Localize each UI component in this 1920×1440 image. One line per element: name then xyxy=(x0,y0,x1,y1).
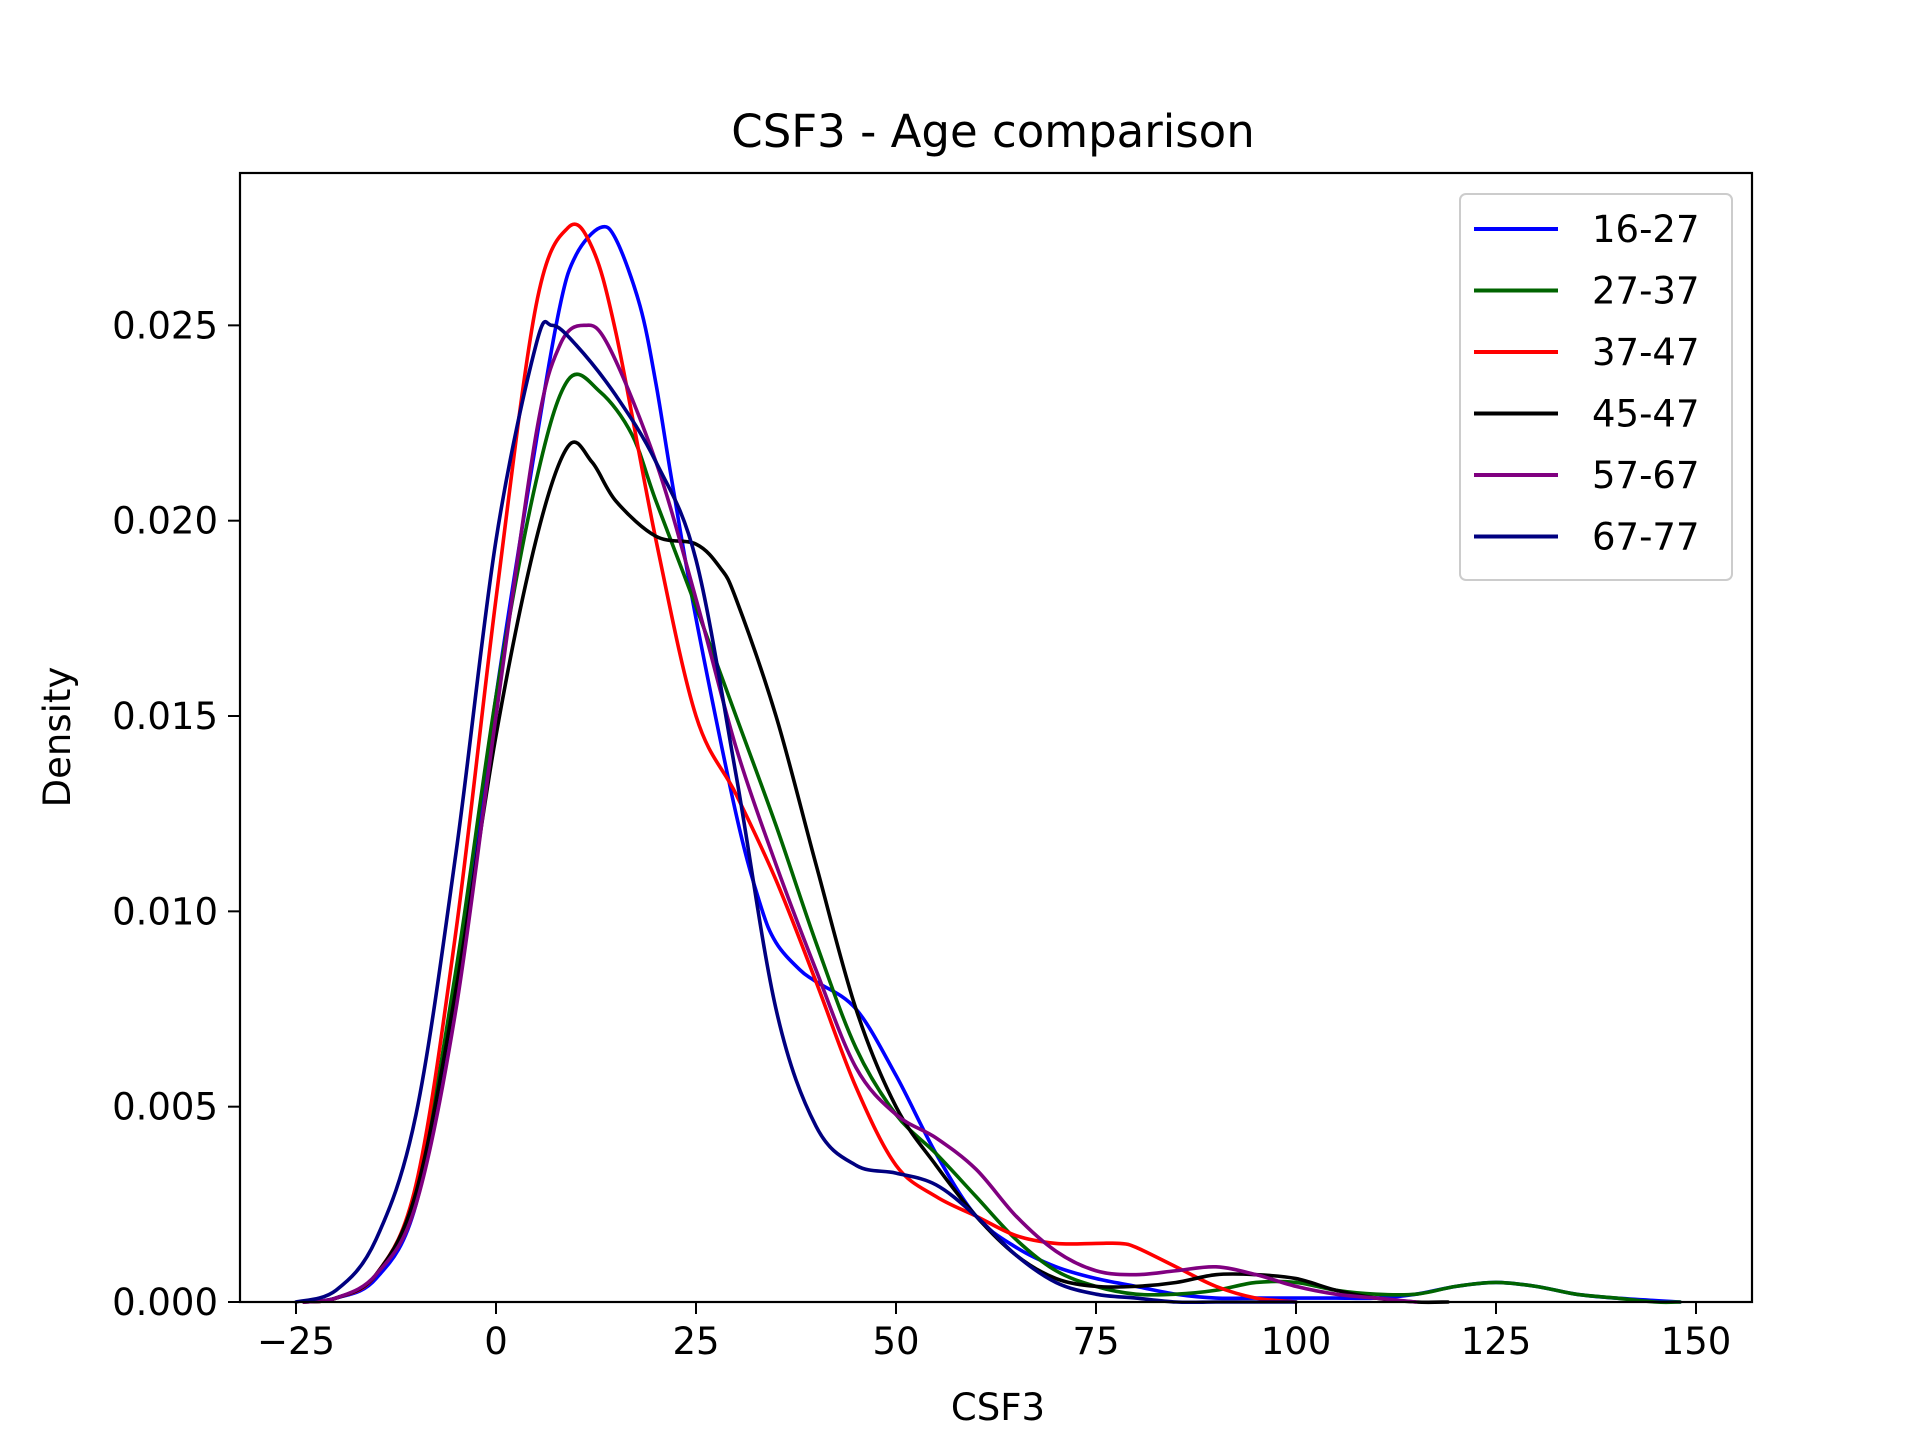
legend-label-45-47: 45-47 xyxy=(1592,393,1700,436)
y-tick-label: 0.025 xyxy=(112,304,218,347)
series-line-27-37 xyxy=(302,372,1682,1305)
x-tick-label: 100 xyxy=(1261,1320,1332,1363)
y-tick-label: 0.000 xyxy=(112,1281,218,1324)
x-tick-label: 0 xyxy=(484,1320,508,1363)
legend-label-16-27: 16-27 xyxy=(1592,208,1700,251)
chart-title: CSF3 - Age comparison xyxy=(731,105,1254,158)
legend-label-27-37: 27-37 xyxy=(1592,270,1700,313)
series-layer xyxy=(294,222,1682,1305)
y-axis: 0.000 0.005 0.010 0.015 0.020 0.025 xyxy=(112,304,240,1324)
x-tick-label: 125 xyxy=(1461,1320,1532,1363)
y-axis-label: Density xyxy=(36,667,79,808)
legend-label-57-67: 57-67 xyxy=(1592,454,1700,497)
legend-entries: 16-27 27-37 37-47 45-47 57-67 67-77 xyxy=(1474,208,1700,559)
x-axis: −25 0 25 50 75 100 125 150 xyxy=(257,1302,1731,1363)
y-tick-label: 0.005 xyxy=(112,1086,218,1129)
series-line-57-67 xyxy=(302,323,1418,1304)
x-tick-label: 50 xyxy=(872,1320,919,1363)
y-tick-label: 0.015 xyxy=(112,695,218,738)
legend-label-67-77: 67-77 xyxy=(1592,516,1700,559)
x-axis-label: CSF3 xyxy=(951,1386,1045,1429)
y-tick-label: 0.010 xyxy=(112,890,218,933)
plot-frame xyxy=(238,171,1754,1304)
x-tick-label: 75 xyxy=(1072,1320,1119,1363)
legend: 16-27 27-37 37-47 45-47 57-67 67-77 xyxy=(1459,193,1733,581)
x-tick-label: 150 xyxy=(1661,1320,1732,1363)
x-tick-label: −25 xyxy=(257,1320,335,1363)
legend-label-37-47: 37-47 xyxy=(1592,331,1700,374)
series-line-67-77 xyxy=(294,319,1298,1305)
series-line-37-47 xyxy=(302,222,1298,1304)
y-tick-label: 0.020 xyxy=(112,500,218,543)
x-tick-label: 25 xyxy=(672,1320,719,1363)
